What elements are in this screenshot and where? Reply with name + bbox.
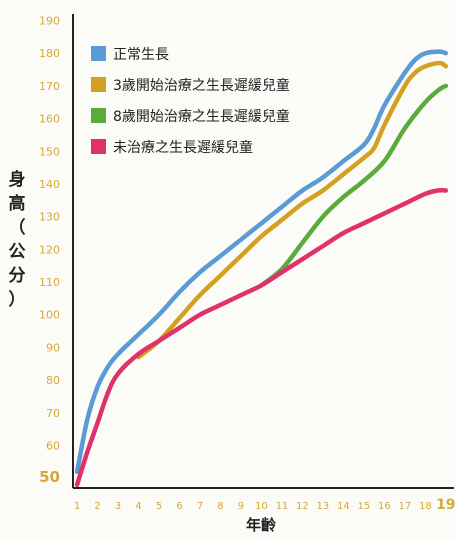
x-tick-label: 1	[74, 501, 80, 512]
y-axis-label: 身 高 （ 公 分 ）	[6, 168, 28, 312]
x-axis-label: 年齡	[246, 516, 277, 534]
x-tick-label: 10	[255, 501, 268, 512]
y-axis-label-char: （	[8, 218, 26, 238]
x-tick-label: 16	[378, 501, 391, 512]
x-tick-label: 13	[317, 501, 330, 512]
x-tick-label: 15	[358, 501, 371, 512]
y-axis-label-char: 公	[8, 242, 26, 262]
y-axis-label-char: 身	[8, 170, 26, 190]
series-line-4	[74, 188, 449, 487]
x-tick-label: 5	[156, 501, 162, 512]
x-tick-label: 14	[337, 501, 350, 512]
legend-swatch	[91, 139, 106, 154]
legend-label: 未治療之生長遲緩兒童	[113, 139, 253, 156]
y-tick-label: 110	[39, 276, 60, 289]
series-line-3	[259, 83, 449, 288]
x-tick-label: 8	[217, 501, 223, 512]
y-tick-label: 140	[39, 178, 60, 191]
x-tick-label: 4	[135, 501, 141, 512]
y-tick-label: 160	[39, 113, 60, 126]
y-tick-label: 130	[39, 211, 60, 224]
y-axis-label-char: ）	[8, 290, 26, 310]
x-tick-label: 2	[94, 501, 100, 512]
y-tick-label: 150	[39, 145, 60, 158]
legend-swatch	[91, 77, 106, 92]
legend-label: 正常生長	[113, 47, 169, 63]
x-tick-label: 9	[238, 501, 244, 512]
x-tick-label: 3	[115, 501, 121, 512]
x-tick-label: 11	[276, 501, 289, 512]
y-tick-label: 60	[46, 440, 60, 453]
x-tick-label: 7	[197, 501, 203, 512]
legend-label: 3歲開始治療之生長遲緩兒童	[113, 77, 290, 94]
legend-label: 8歲開始治療之生長遲緩兒童	[113, 108, 290, 125]
legend-swatch	[91, 46, 106, 61]
y-tick-label: 90	[46, 341, 60, 354]
y-axis-label-char: 分	[8, 266, 26, 286]
x-tick-label: 12	[296, 501, 309, 512]
x-tick-label: 17	[398, 501, 411, 512]
y-axis-label-char: 高	[8, 194, 26, 214]
series-line-2	[136, 60, 449, 360]
x-tick-label: 6	[176, 501, 182, 512]
y-tick-label: 170	[39, 80, 60, 93]
legend-swatch	[91, 108, 106, 123]
y-tick-label: 120	[39, 243, 60, 256]
x-tick-label: 18	[419, 501, 432, 512]
y-tick-label: 80	[46, 374, 60, 387]
y-tick-label: 190	[39, 15, 60, 28]
series-line-1	[74, 49, 449, 474]
y-tick-label: 70	[46, 407, 60, 420]
y-tick-label: 100	[39, 309, 60, 322]
y-tick-label: 180	[39, 47, 60, 60]
x-tick-label: 19	[436, 497, 455, 513]
y-tick-label: 50	[39, 468, 60, 486]
